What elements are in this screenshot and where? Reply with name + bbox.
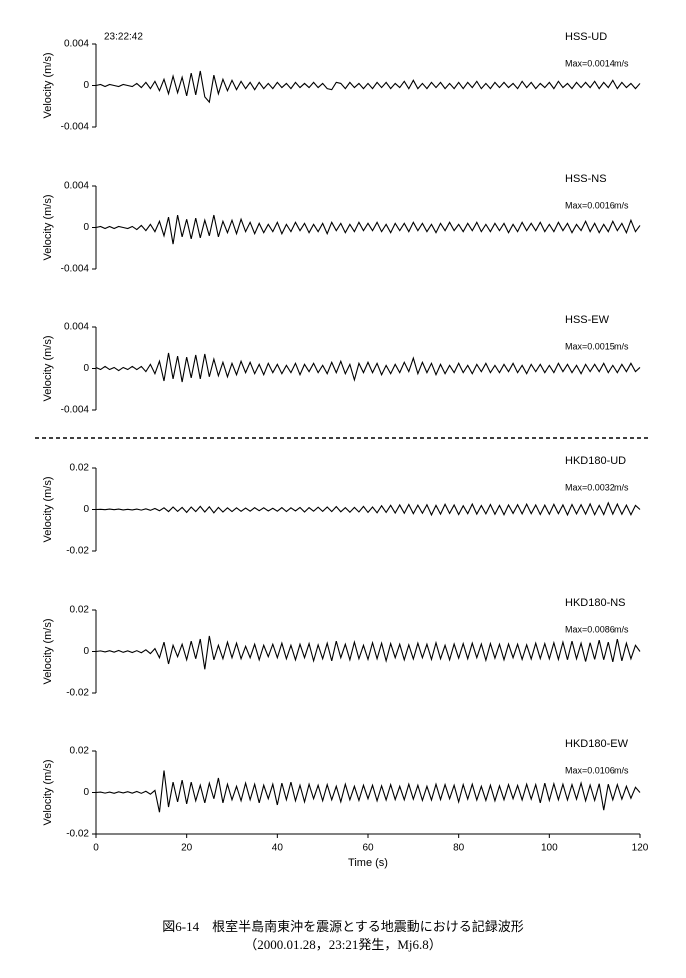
- station-label: HKD180-EW: [565, 738, 629, 750]
- y-tick-label: 0: [83, 646, 89, 657]
- y-axis-label: Velocity (m/s): [42, 335, 54, 401]
- x-tick-label: 0: [93, 843, 99, 854]
- y-tick-label: 0: [83, 363, 89, 374]
- y-tick-label: -0.02: [66, 688, 89, 699]
- max-unit: m/s: [614, 765, 629, 775]
- x-tick-label: 120: [632, 843, 649, 854]
- x-tick-label: 80: [453, 843, 465, 854]
- y-tick-label: 0: [83, 787, 89, 798]
- x-tick-label: 60: [362, 843, 374, 854]
- max-unit: m/s: [614, 58, 629, 68]
- y-tick-label: 0.004: [64, 181, 89, 192]
- station-label: HSS-UD: [565, 31, 607, 43]
- waveform: [95, 635, 641, 670]
- y-tick-label: 0.004: [64, 39, 89, 50]
- x-axis-label: Time (s): [348, 857, 388, 869]
- caption-line: （2000.01.28，23:21発生，Mj6.8）: [244, 937, 442, 952]
- max-label: Max=0.0014: [565, 58, 615, 68]
- y-tick-label: -0.004: [61, 405, 90, 416]
- waveform: [95, 214, 641, 245]
- y-tick-label: 0: [83, 504, 89, 515]
- station-label: HKD180-UD: [565, 455, 626, 467]
- max-label: Max=0.0016: [565, 200, 615, 210]
- y-axis-label: Velocity (m/s): [42, 194, 54, 260]
- max-unit: m/s: [614, 341, 629, 351]
- time-annotation: 23:22:42: [104, 32, 143, 43]
- y-tick-label: -0.02: [66, 829, 89, 840]
- y-tick-label: 0.02: [70, 463, 90, 474]
- x-tick-label: 100: [541, 843, 558, 854]
- max-label: Max=0.0032: [565, 482, 615, 492]
- waveform: [95, 352, 641, 383]
- waveform: [95, 770, 641, 813]
- x-tick-label: 20: [181, 843, 193, 854]
- y-tick-label: 0.02: [70, 746, 90, 757]
- waveform: [95, 501, 641, 517]
- x-tick-label: 40: [272, 843, 284, 854]
- station-label: HSS-NS: [565, 173, 607, 185]
- y-tick-label: -0.004: [61, 122, 90, 133]
- y-tick-label: -0.004: [61, 264, 90, 275]
- y-axis-label: Velocity (m/s): [42, 759, 54, 825]
- y-axis-label: Velocity (m/s): [42, 618, 54, 684]
- y-tick-label: -0.02: [66, 546, 89, 557]
- station-label: HSS-EW: [565, 314, 610, 326]
- y-axis-label: Velocity (m/s): [42, 52, 54, 118]
- max-label: Max=0.0106: [565, 765, 615, 775]
- y-tick-label: 0: [83, 80, 89, 91]
- y-tick-label: 0.02: [70, 605, 90, 616]
- max-label: Max=0.0086: [565, 624, 615, 634]
- y-tick-label: 0.004: [64, 322, 89, 333]
- y-tick-label: 0: [83, 222, 89, 233]
- caption-line: 図6-14 根室半島南東沖を震源とする地震動における記録波形: [162, 919, 523, 934]
- max-unit: m/s: [614, 200, 629, 210]
- y-axis-label: Velocity (m/s): [42, 476, 54, 542]
- waveform: [95, 70, 641, 104]
- station-label: HKD180-NS: [565, 597, 626, 609]
- max-label: Max=0.0015: [565, 341, 615, 351]
- max-unit: m/s: [614, 482, 629, 492]
- max-unit: m/s: [614, 624, 629, 634]
